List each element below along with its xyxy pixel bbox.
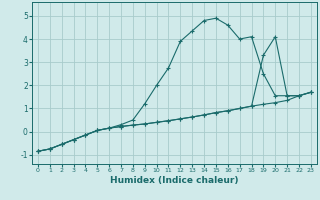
X-axis label: Humidex (Indice chaleur): Humidex (Indice chaleur) [110, 176, 239, 185]
